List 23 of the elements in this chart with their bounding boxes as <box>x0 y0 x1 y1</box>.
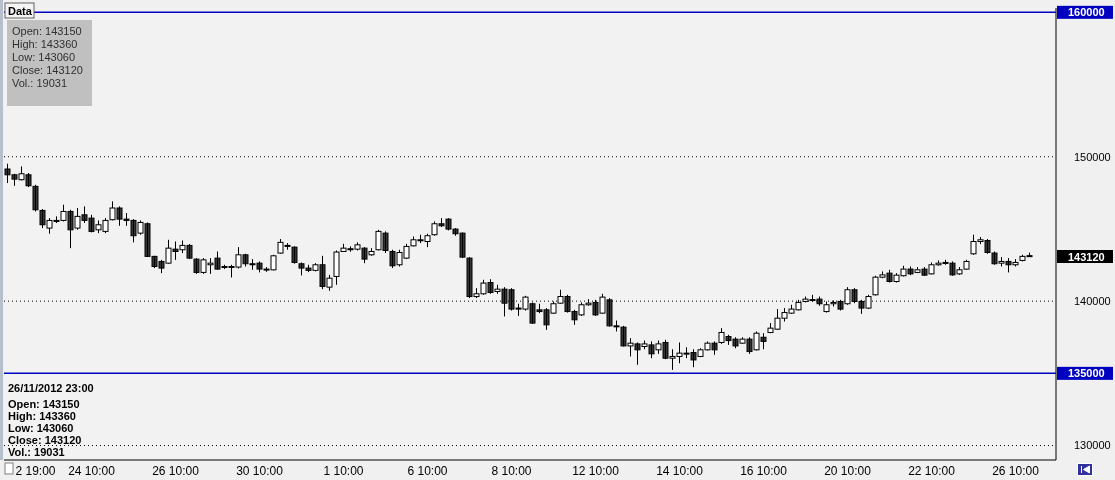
ref-line-label: 160000 <box>1068 6 1105 19</box>
x-tick-label: 24 10:00 <box>68 464 116 478</box>
x-tick-label: 1 10:00 <box>323 464 364 478</box>
ref-line-label: 135000 <box>1068 367 1105 380</box>
candlestick <box>32 184 39 212</box>
y-tick-label: 150000 <box>1074 150 1111 163</box>
x-tick-label: 22 10:00 <box>908 464 956 478</box>
x-tick-label: 30 10:00 <box>236 464 284 478</box>
chart-title: Data <box>8 4 33 17</box>
annotation: 26/11/2012 23:00 Open: 143150 High: 143360 Low: 143060 Close: 143120 Vol.: 19031 <box>8 382 94 458</box>
x-tick-label: 26 10:00 <box>152 464 200 478</box>
x-tick-label: 16 10:00 <box>740 464 788 478</box>
x-tick-label: 8 10:00 <box>491 464 532 478</box>
x-tick-label: 20 10:00 <box>824 464 872 478</box>
x-tick-label: 2 19:00 <box>15 464 56 478</box>
annotation: Open: 143150 High: 143360 Low: 143060 Close: 143120 Vol.: 19031 <box>12 25 83 89</box>
x-tick-label: 14 10:00 <box>656 464 704 478</box>
x-tick-label: 12 10:00 <box>572 464 620 478</box>
x-tick-label: 6 10:00 <box>407 464 448 478</box>
y-tick-label: 140000 <box>1074 295 1111 308</box>
text: 143120 <box>1068 250 1105 263</box>
x-tick-label: 26 10:00 <box>992 464 1040 478</box>
y-tick-label: 130000 <box>1074 439 1111 452</box>
